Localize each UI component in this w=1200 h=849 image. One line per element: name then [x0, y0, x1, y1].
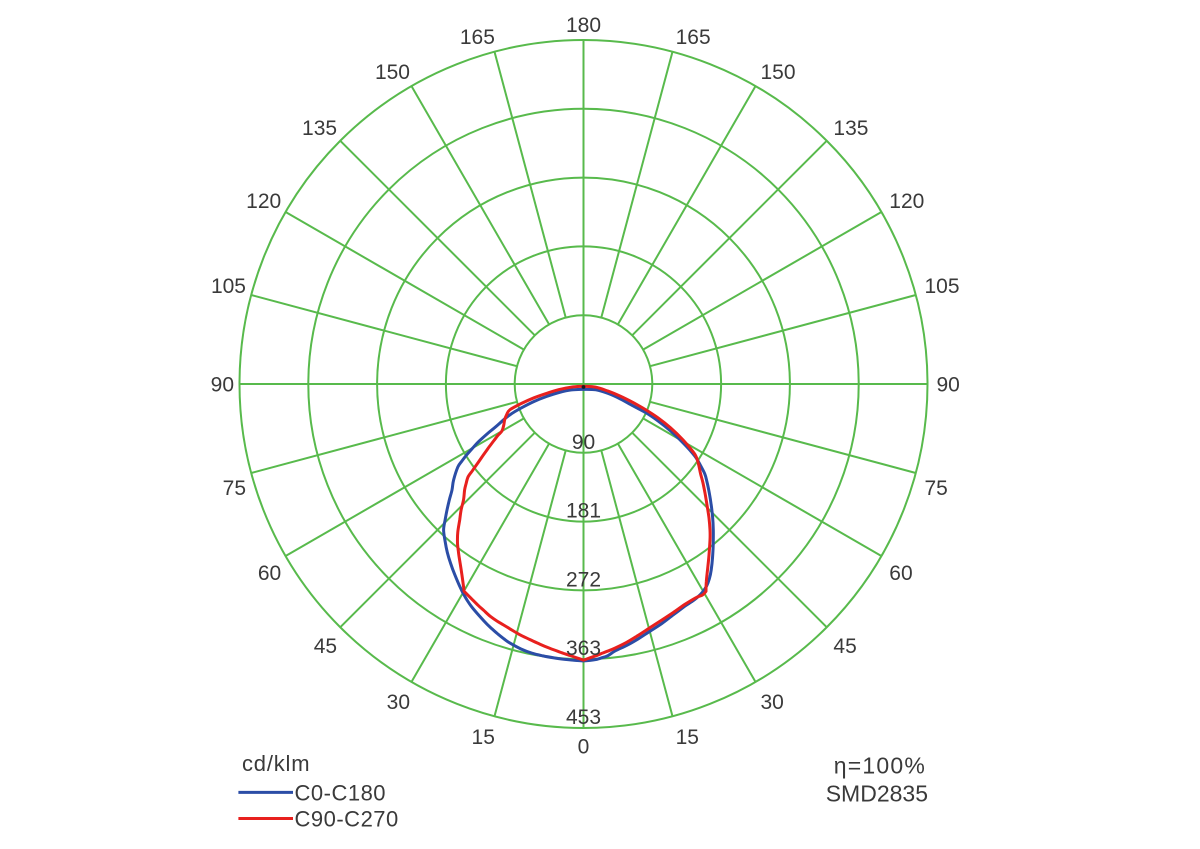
- svg-text:105: 105: [925, 275, 960, 298]
- svg-text:150: 150: [375, 61, 410, 84]
- svg-text:cd/klm: cd/klm: [242, 751, 310, 776]
- svg-text:135: 135: [833, 117, 868, 140]
- svg-text:0: 0: [578, 735, 590, 758]
- svg-text:363: 363: [566, 637, 601, 660]
- svg-text:η=100%: η=100%: [834, 753, 926, 779]
- svg-text:45: 45: [833, 635, 856, 658]
- svg-text:165: 165: [460, 26, 495, 49]
- svg-text:75: 75: [925, 477, 948, 500]
- svg-text:90: 90: [211, 374, 234, 397]
- svg-text:120: 120: [889, 190, 924, 213]
- svg-text:180: 180: [566, 14, 601, 37]
- svg-text:165: 165: [676, 26, 711, 49]
- svg-text:C0-C180: C0-C180: [295, 781, 387, 806]
- svg-text:15: 15: [472, 726, 495, 749]
- svg-text:15: 15: [676, 726, 699, 749]
- svg-text:30: 30: [761, 691, 784, 714]
- svg-text:453: 453: [566, 706, 601, 729]
- svg-text:150: 150: [761, 61, 796, 84]
- svg-text:90: 90: [572, 431, 595, 454]
- svg-text:120: 120: [246, 190, 281, 213]
- svg-text:45: 45: [314, 635, 337, 658]
- svg-text:135: 135: [302, 117, 337, 140]
- svg-text:75: 75: [223, 477, 246, 500]
- svg-text:272: 272: [566, 568, 601, 591]
- svg-text:105: 105: [211, 275, 246, 298]
- svg-text:60: 60: [889, 562, 912, 585]
- svg-text:60: 60: [258, 562, 281, 585]
- svg-text:181: 181: [566, 500, 601, 523]
- svg-text:90: 90: [937, 374, 960, 397]
- svg-text:30: 30: [387, 691, 410, 714]
- svg-text:C90-C270: C90-C270: [295, 807, 399, 832]
- svg-text:SMD2835: SMD2835: [826, 781, 928, 807]
